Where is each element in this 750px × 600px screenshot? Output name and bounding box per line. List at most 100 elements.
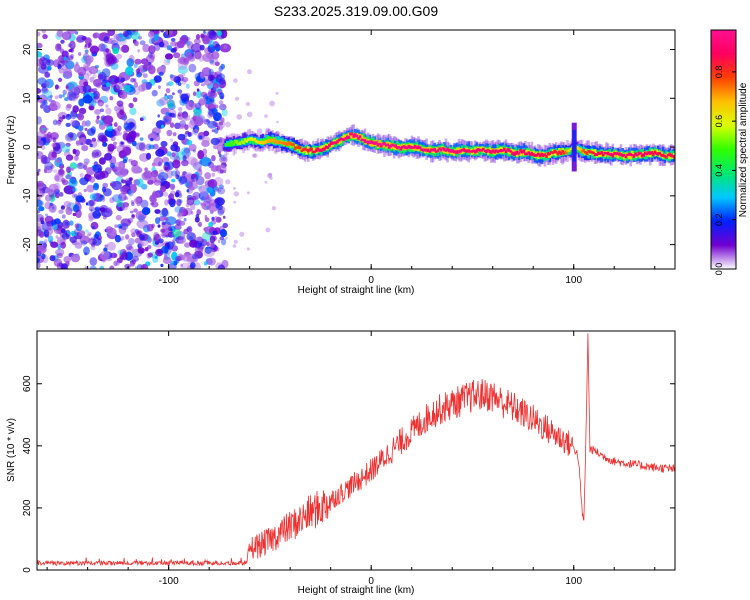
noise-blob xyxy=(49,202,53,206)
noise-blob xyxy=(171,92,175,96)
noise-blob xyxy=(247,69,252,75)
noise-blob xyxy=(172,132,177,137)
noise-blob xyxy=(58,77,63,82)
noise-blob xyxy=(120,141,124,145)
ridge-cell xyxy=(399,147,402,151)
noise-blob xyxy=(185,100,195,111)
ridge-cell xyxy=(386,143,389,147)
noise-blob xyxy=(125,244,133,250)
ridge-cell xyxy=(619,153,623,161)
noise-blob xyxy=(105,226,114,234)
noise-blob xyxy=(86,128,96,136)
noise-blob xyxy=(217,189,222,193)
ridge-cell xyxy=(550,151,553,156)
ridge-cell xyxy=(391,143,394,147)
noise-blob xyxy=(157,172,169,181)
noise-blob xyxy=(67,43,72,48)
ridge-cell xyxy=(650,151,654,155)
ridge-cell xyxy=(460,148,464,152)
noise-blob xyxy=(124,178,132,186)
noise-blob xyxy=(194,50,202,60)
ridge-cell xyxy=(336,140,339,144)
noise-blob xyxy=(61,228,66,234)
noise-blob xyxy=(194,38,201,45)
ridge-cell xyxy=(616,153,620,159)
ridge-cell xyxy=(514,151,517,155)
noise-blob xyxy=(128,158,133,163)
ridge-cell xyxy=(339,137,342,141)
ridge-cell xyxy=(519,151,522,157)
ridge-cell xyxy=(368,140,372,144)
noise-blob xyxy=(105,82,111,88)
noise-blob xyxy=(153,231,160,240)
ridge-cell xyxy=(426,148,430,152)
ridge-cell xyxy=(307,149,310,153)
noise-blob xyxy=(110,62,119,70)
noise-blob xyxy=(89,45,100,54)
noise-blob xyxy=(177,65,188,74)
ridge-cell xyxy=(264,140,268,144)
noise-blob xyxy=(181,73,186,77)
ridge-cell xyxy=(287,141,291,145)
ridge-cell xyxy=(402,145,406,148)
ridge-cell xyxy=(532,153,535,157)
noise-blob xyxy=(217,239,221,244)
spectrogram-y-axis-label: Frequency (Hz) xyxy=(6,116,17,185)
ridge-cell xyxy=(655,152,658,155)
noise-blob xyxy=(144,167,148,172)
noise-blob xyxy=(134,81,138,88)
noise-blob xyxy=(44,161,54,171)
ridge-cell xyxy=(673,155,675,159)
noise-blob xyxy=(151,170,159,178)
noise-blob xyxy=(116,168,128,178)
ridge-cell xyxy=(511,151,514,155)
noise-blob xyxy=(135,142,145,151)
ridge-cell xyxy=(477,148,480,152)
noise-blob xyxy=(265,227,271,233)
ridge-cell xyxy=(344,137,347,140)
ridge-cell xyxy=(517,152,521,155)
noise-blob xyxy=(70,167,74,171)
noise-blob xyxy=(265,127,270,132)
ridge-cell xyxy=(545,155,548,158)
noise-blob xyxy=(121,251,128,261)
noise-blob xyxy=(65,122,71,127)
ridge-cell xyxy=(358,135,362,138)
noise-blob xyxy=(122,83,125,87)
noise-blob xyxy=(174,76,181,83)
ridge-cell xyxy=(430,148,433,152)
noise-blob xyxy=(115,53,123,60)
snr-y-axis: 0 200 400 600 xyxy=(22,375,675,573)
noise-blob xyxy=(194,216,200,223)
noise-blob xyxy=(214,127,219,134)
noise-blob xyxy=(70,253,81,263)
noise-blob xyxy=(77,125,84,132)
noise-blob xyxy=(65,174,72,180)
noise-blob xyxy=(111,78,114,82)
noise-blob xyxy=(220,63,225,70)
noise-blob xyxy=(212,230,216,235)
noise-blob xyxy=(246,111,253,118)
noise-blob xyxy=(183,218,187,222)
ridge-cell xyxy=(365,140,368,144)
ridge-cell xyxy=(412,146,415,149)
noise-blob xyxy=(120,222,129,231)
noise-blob xyxy=(121,236,125,241)
noise-blob xyxy=(61,233,70,240)
noise-blob xyxy=(156,249,163,254)
ridge-cell xyxy=(473,150,477,154)
noise-blob xyxy=(76,131,85,139)
noise-blob xyxy=(37,94,40,101)
noise-blob xyxy=(198,97,207,106)
noise-blob xyxy=(75,126,79,130)
ridge-cell xyxy=(441,147,445,150)
ridge-cell xyxy=(631,154,634,157)
noise-blob xyxy=(63,185,76,195)
ridge-cell xyxy=(375,141,378,145)
ridge-cell xyxy=(626,153,629,157)
noise-blob xyxy=(79,137,86,144)
noise-blob xyxy=(165,82,169,87)
noise-blob xyxy=(137,49,141,53)
noise-blob xyxy=(83,188,87,193)
noise-blob xyxy=(183,228,189,235)
